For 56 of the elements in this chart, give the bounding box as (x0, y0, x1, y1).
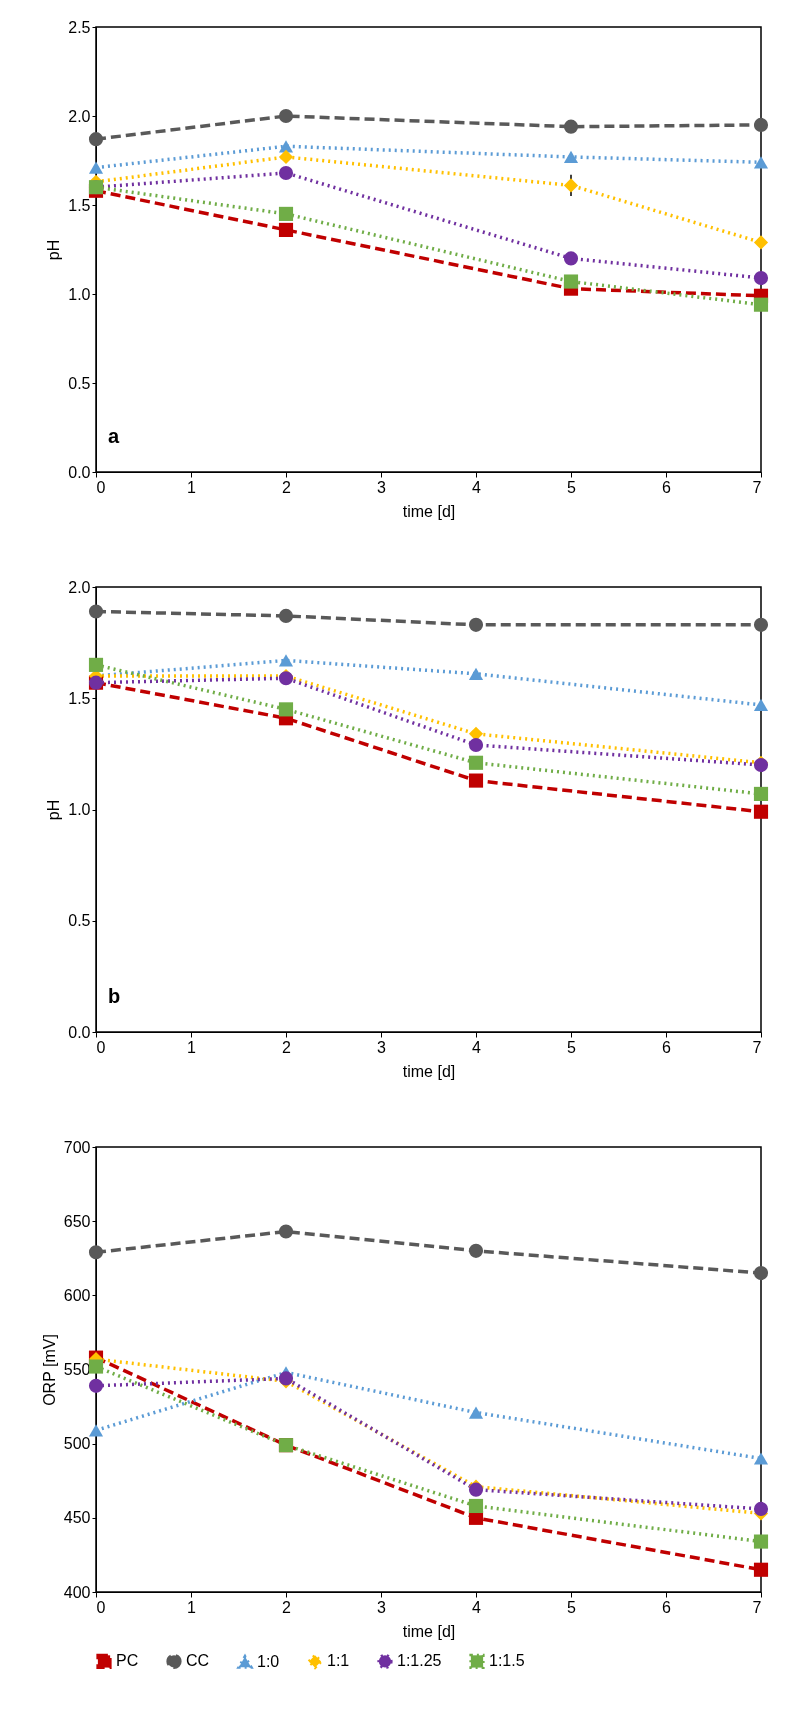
legend-label: 1:0 (257, 1652, 280, 1670)
x-tick-label: 7 (752, 478, 762, 496)
y-tick-label: 0.0 (68, 1023, 91, 1041)
x-tick-label: 4 (472, 1598, 482, 1616)
x-tick-label: 5 (567, 1598, 577, 1616)
x-tick-label: 3 (377, 478, 387, 496)
x-tick-label: 2 (282, 478, 292, 496)
y-axis-title: ORP [mV] (40, 1334, 58, 1406)
y-tick-label: 400 (63, 1583, 91, 1601)
x-tick-label: 1 (187, 1038, 197, 1056)
x-tick-label: 0 (96, 1598, 106, 1616)
y-tick-label: 0.5 (68, 374, 91, 392)
x-tick-label: 4 (472, 478, 482, 496)
x-axis-title: time [d] (402, 502, 456, 520)
x-tick-label: 0 (96, 478, 106, 496)
legend-label: PC (116, 1652, 139, 1670)
y-axis-title: pH (45, 239, 63, 261)
x-tick-label: 5 (567, 1038, 577, 1056)
legend-label: 1:1 (327, 1652, 350, 1670)
x-tick-label: 6 (662, 1038, 672, 1056)
y-tick-label: 1.0 (68, 801, 91, 818)
y-tick-label: 1.0 (68, 285, 91, 303)
x-tick-label: 4 (472, 1038, 482, 1056)
x-tick-label: 1 (187, 1598, 197, 1616)
x-tick-label: 0 (96, 1038, 106, 1056)
y-tick-label: 2.5 (68, 18, 91, 36)
y-tick-label: 500 (63, 1435, 91, 1453)
x-tick-label: 2 (282, 1038, 292, 1056)
legend-label: CC (186, 1652, 210, 1670)
annotation: a (108, 425, 120, 447)
legend-label: 1:1.5 (489, 1652, 525, 1670)
y-tick-label: 0.5 (68, 912, 91, 930)
y-tick-label: 2.0 (68, 107, 91, 125)
annotation: b (108, 985, 121, 1007)
x-tick-label: 3 (377, 1598, 387, 1616)
x-tick-label: 7 (752, 1598, 762, 1616)
y-tick-label: 2.0 (68, 578, 91, 596)
x-tick-label: 7 (752, 1038, 762, 1056)
y-tick-label: 550 (63, 1361, 91, 1378)
x-tick-label: 2 (282, 1598, 292, 1616)
x-axis-title: time [d] (402, 1622, 456, 1640)
x-tick-label: 3 (377, 1038, 387, 1056)
y-tick-label: 1.5 (68, 689, 91, 707)
y-tick-label: 600 (63, 1286, 91, 1304)
y-tick-label: 650 (63, 1212, 91, 1230)
legend-label: 1:1.25 (397, 1652, 442, 1670)
y-tick-label: 700 (63, 1138, 91, 1156)
y-tick-label: 0.0 (68, 463, 91, 481)
x-tick-label: 6 (662, 478, 672, 496)
x-tick-label: 5 (567, 478, 577, 496)
x-tick-label: 6 (662, 1598, 672, 1616)
x-tick-label: 1 (187, 478, 197, 496)
y-tick-label: 1.5 (68, 196, 91, 214)
y-tick-label: 450 (63, 1509, 91, 1527)
x-axis-title: time [d] (402, 1062, 456, 1080)
y-axis-title: pH (45, 799, 63, 821)
